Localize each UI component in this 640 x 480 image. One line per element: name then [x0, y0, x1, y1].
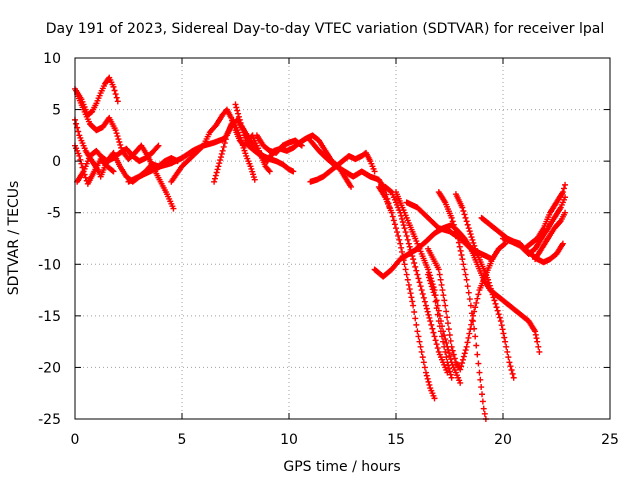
y-tick-label: -20 [38, 360, 61, 376]
y-tick-label: -15 [38, 309, 61, 325]
x-axis-label: GPS time / hours [283, 459, 400, 475]
data-markers [393, 189, 464, 386]
series-arc14 [382, 183, 451, 376]
data-markers [307, 137, 393, 211]
x-tick-label: 25 [601, 432, 619, 448]
series-arc15 [393, 189, 464, 386]
y-tick-label: -5 [47, 206, 61, 222]
series-arc21 [452, 191, 517, 381]
data-markers [74, 142, 162, 185]
series-arc17 [425, 240, 509, 373]
series-arc5 [74, 142, 162, 185]
x-tick-label: 10 [280, 432, 298, 448]
series-arc25 [521, 181, 569, 252]
tick-layer: 0 5 10 15 20 25 10 5 0 -5 -10 -15 -20 -25 [38, 51, 619, 448]
data-markers [253, 132, 305, 156]
series-arc7 [168, 106, 273, 185]
data-markers [168, 106, 273, 185]
series-arc9 [232, 101, 355, 190]
series-arc26 [532, 209, 569, 263]
grid-layer [75, 58, 610, 419]
y-tick-label: -10 [38, 257, 61, 273]
data-markers [452, 191, 517, 381]
series-arc12 [307, 137, 393, 211]
data-markers [532, 209, 569, 263]
data-markers [232, 101, 355, 190]
y-tick-label: 5 [52, 103, 61, 119]
series-arc22 [467, 245, 543, 355]
data-markers [435, 189, 489, 422]
x-tick-label: 5 [178, 432, 187, 448]
series-arc11 [307, 149, 378, 185]
data-markers [425, 240, 509, 373]
data-markers [307, 149, 378, 185]
x-tick-label: 0 [71, 432, 80, 448]
y-tick-label: -25 [38, 412, 61, 428]
data-markers [425, 271, 455, 381]
y-tick-label: 10 [43, 51, 61, 67]
y-tick-label: 0 [52, 154, 61, 170]
x-tick-label: 15 [387, 432, 405, 448]
chart-title: Day 191 of 2023, Sidereal Day-to-day VTE… [46, 21, 604, 37]
series-arc19 [425, 271, 455, 381]
data-markers [467, 245, 543, 355]
series-arc10 [253, 132, 305, 156]
series-arc20 [435, 189, 489, 422]
data-markers [382, 183, 451, 376]
marker-layer [72, 74, 569, 422]
y-axis-label: SDTVAR / TECUs [6, 181, 22, 296]
plot-frame [74, 57, 611, 420]
x-tick-label: 20 [494, 432, 512, 448]
data-markers [521, 181, 569, 252]
